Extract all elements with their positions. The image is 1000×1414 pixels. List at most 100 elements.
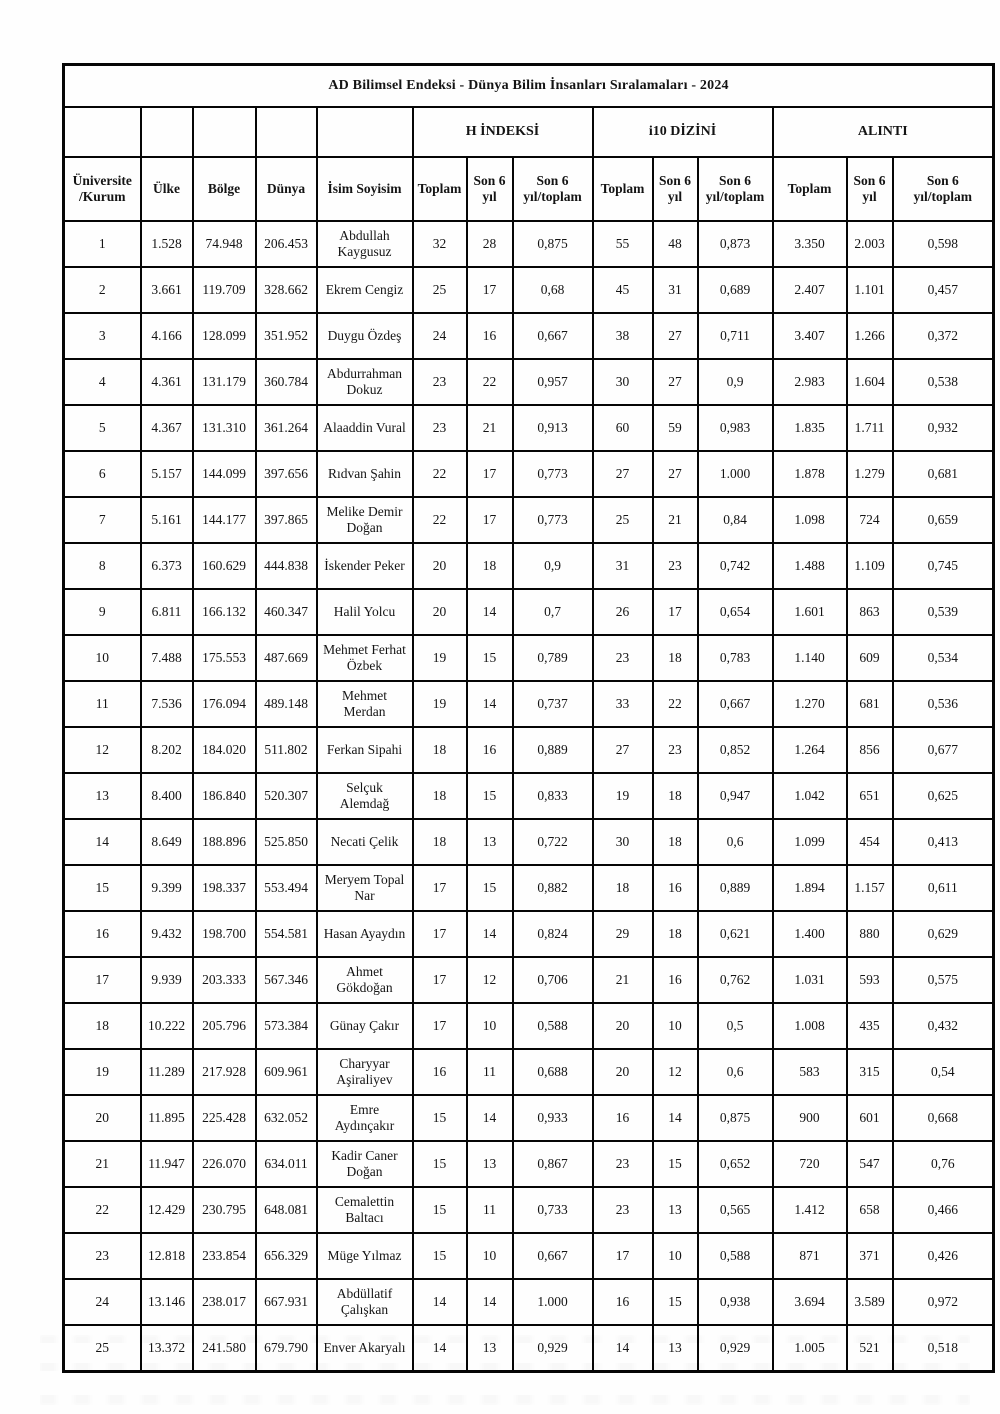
column-header-bolge: Bölge	[191, 156, 257, 222]
table-row: 18 10.222 205.796 573.384 Günay Çakır 17 10 0,5…	[62, 1002, 995, 1050]
table-cell: 17	[62, 956, 142, 1004]
table-cell: 11	[465, 1048, 514, 1096]
table-cell: 15	[411, 1186, 468, 1234]
scientist-name-cell: Emre Aydınçakır	[315, 1094, 414, 1142]
rankings-table: AD Bilimsel Endeksi - Dünya Bilim İnsanl…	[62, 63, 996, 1373]
table-cell: 1.000	[696, 450, 774, 498]
scientist-name-cell: İskender Peker	[315, 542, 414, 590]
table-cell: 0,773	[511, 450, 594, 498]
scientist-name-cell: Charyyar Aşiraliyev	[315, 1048, 414, 1096]
table-cell: 14	[62, 818, 142, 866]
scientist-name-cell: Günay Çakır	[315, 1002, 414, 1050]
table-cell: 15	[465, 772, 514, 820]
table-cell: 1.008	[771, 1002, 848, 1050]
table-row: 25 13.372 241.580 679.790 Enver Akaryalı 14 13…	[62, 1324, 995, 1373]
scientist-name-cell: Halil Yolcu	[315, 588, 414, 636]
table-cell: 0,875	[696, 1094, 774, 1142]
table-cell: 131.310	[191, 404, 257, 452]
table-cell: 3.661	[139, 266, 194, 314]
table-cell: 1.400	[771, 910, 848, 958]
table-cell: 23	[62, 1232, 142, 1280]
table-cell: 9.432	[139, 910, 194, 958]
table-row: 21 11.947 226.070 634.011 Kadir Caner Doğan 1…	[62, 1140, 995, 1188]
table-cell: 12	[62, 726, 142, 774]
table-cell: 0,852	[696, 726, 774, 774]
group-header-h-indeksi: H İNDEKSİ	[411, 106, 594, 158]
table-cell: 0,372	[891, 312, 995, 360]
table-cell: 18	[651, 910, 699, 958]
table-cell: 871	[771, 1232, 848, 1280]
scientist-name-cell: Müge Yılmaz	[315, 1232, 414, 1280]
table-cell: 26	[591, 588, 654, 636]
table-cell: 0,688	[511, 1048, 594, 1096]
table-cell: 32	[411, 220, 468, 268]
table-cell: 176.094	[191, 680, 257, 728]
table-cell: 144.177	[191, 496, 257, 544]
table-cell: 12.818	[139, 1232, 194, 1280]
table-cell: 7	[62, 496, 142, 544]
table-cell: 648.081	[254, 1186, 318, 1234]
column-header-row: Üniversite /Kurum Ülke Bölge Dünya İsim …	[62, 156, 995, 222]
table-cell: 15	[62, 864, 142, 912]
table-cell: 553.494	[254, 864, 318, 912]
table-cell: 16	[465, 726, 514, 774]
table-cell: 205.796	[191, 1002, 257, 1050]
table-cell: 198.700	[191, 910, 257, 958]
table-cell: 21	[465, 404, 514, 452]
table-cell: 13	[465, 1140, 514, 1188]
table-cell: 583	[771, 1048, 848, 1096]
table-cell: 371	[845, 1232, 894, 1280]
table-cell: 0,745	[891, 542, 995, 590]
table-cell: 2.407	[771, 266, 848, 314]
table-cell: 1.488	[771, 542, 848, 590]
table-cell: 22	[465, 358, 514, 406]
table-cell: 18	[411, 818, 468, 866]
table-cell: 74.948	[191, 220, 257, 268]
table-cell: 13	[62, 772, 142, 820]
table-cell: 573.384	[254, 1002, 318, 1050]
table-cell: 18	[651, 772, 699, 820]
scientist-name-cell: Mehmet Ferhat Özbek	[315, 634, 414, 682]
table-cell: 13	[465, 1324, 514, 1373]
table-cell: 59	[651, 404, 699, 452]
table-cell: 12	[465, 956, 514, 1004]
table-cell: 17	[591, 1232, 654, 1280]
table-cell: 3	[62, 312, 142, 360]
table-cell: 10	[651, 1232, 699, 1280]
table-cell: 19	[62, 1048, 142, 1096]
table-cell: 0,762	[696, 956, 774, 1004]
table-row: 17 9.939 203.333 567.346 Ahmet Gökdoğan 17 12 0…	[62, 956, 995, 1004]
table-cell: 23	[591, 1140, 654, 1188]
table-cell: 11	[465, 1186, 514, 1234]
table-cell: 18	[62, 1002, 142, 1050]
table-cell: 1.098	[771, 496, 848, 544]
table-cell: 900	[771, 1094, 848, 1142]
table-row: 24 13.146 238.017 667.931 Abdüllatif Çalışka…	[62, 1278, 995, 1326]
table-cell: 24	[62, 1278, 142, 1326]
table-cell: 19	[411, 634, 468, 682]
table-cell: 0,598	[891, 220, 995, 268]
table-cell: 0,972	[891, 1278, 995, 1326]
table-cell: 16	[411, 1048, 468, 1096]
table-cell: 14	[651, 1094, 699, 1142]
table-cell: 511.802	[254, 726, 318, 774]
table-cell: 0,534	[891, 634, 995, 682]
table-cell: 0,84	[696, 496, 774, 544]
scientist-name-cell: Melike Demir Doğan	[315, 496, 414, 544]
table-cell: 667.931	[254, 1278, 318, 1326]
table-cell: 0,875	[511, 220, 594, 268]
table-cell: 0,621	[696, 910, 774, 958]
table-cell: 0,689	[696, 266, 774, 314]
table-row: 12 8.202 184.020 511.802 Ferkan Sipahi 18 16 0,…	[62, 726, 995, 774]
scientist-name-cell: Abdullah Kaygusuz	[315, 220, 414, 268]
table-cell: 0,889	[511, 726, 594, 774]
table-cell: 14	[411, 1278, 468, 1326]
table-cell: 1.528	[139, 220, 194, 268]
table-cell: 22	[411, 450, 468, 498]
table-cell: 217.928	[191, 1048, 257, 1096]
table-cell: 361.264	[254, 404, 318, 452]
column-header-alinti-son6yil-toplam: Son 6 yıl/toplam	[891, 156, 995, 222]
table-cell: 0,783	[696, 634, 774, 682]
table-cell: 634.011	[254, 1140, 318, 1188]
table-cell: 15	[465, 634, 514, 682]
